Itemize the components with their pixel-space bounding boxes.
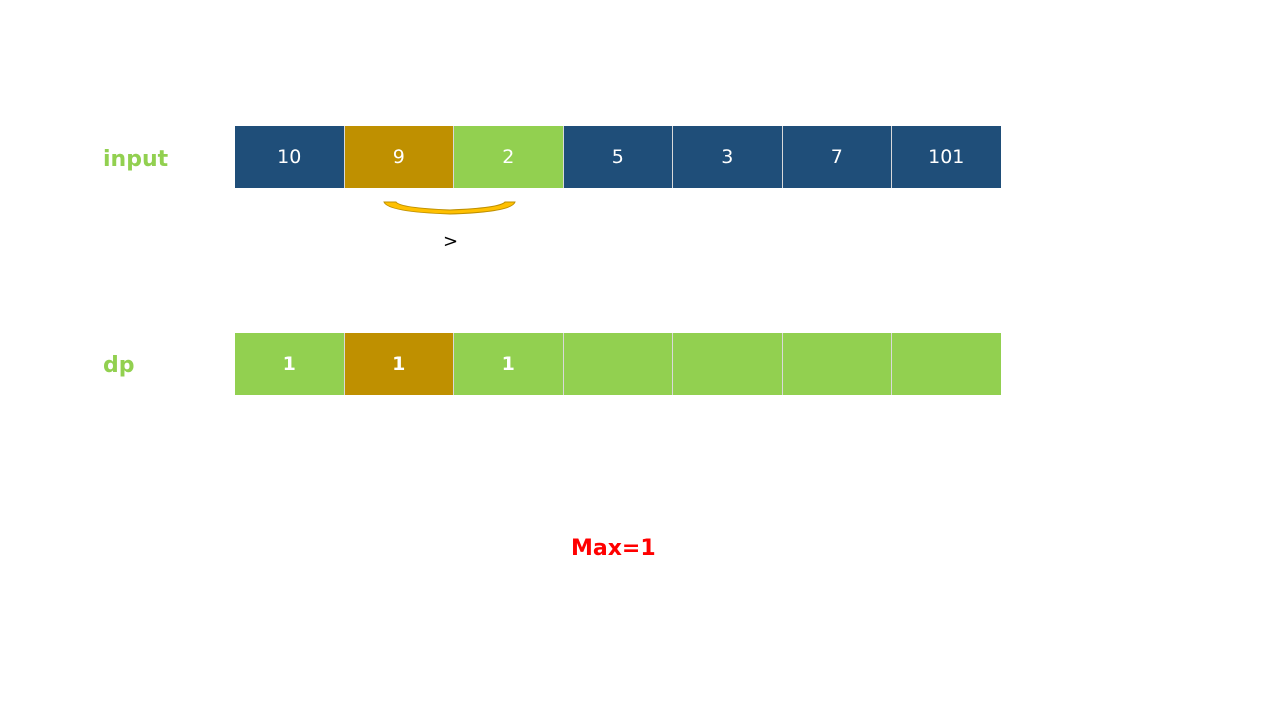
- input-cell: 9: [344, 126, 454, 188]
- dp-cell: 1: [235, 333, 345, 395]
- input-cell: 7: [782, 126, 892, 188]
- dp-cell: [673, 333, 783, 395]
- input-cell: 5: [563, 126, 673, 188]
- input-cell: 3: [673, 126, 783, 188]
- input-cell: 101: [892, 126, 1001, 188]
- input-label: input: [103, 147, 169, 172]
- dp-cell: 1: [344, 333, 454, 395]
- dp-cell: [782, 333, 892, 395]
- dp-label: dp: [103, 353, 135, 378]
- input-cell: 10: [235, 126, 345, 188]
- comparison-symbol: >: [443, 231, 459, 252]
- dp-cell: [892, 333, 1001, 395]
- input-array: 10 9 2 5 3 7 101: [235, 126, 1001, 188]
- input-cell: 2: [454, 126, 564, 188]
- comparison-arc: [383, 201, 516, 215]
- dp-cell: [563, 333, 673, 395]
- max-value: Max=1: [571, 536, 656, 561]
- dp-cell: 1: [454, 333, 564, 395]
